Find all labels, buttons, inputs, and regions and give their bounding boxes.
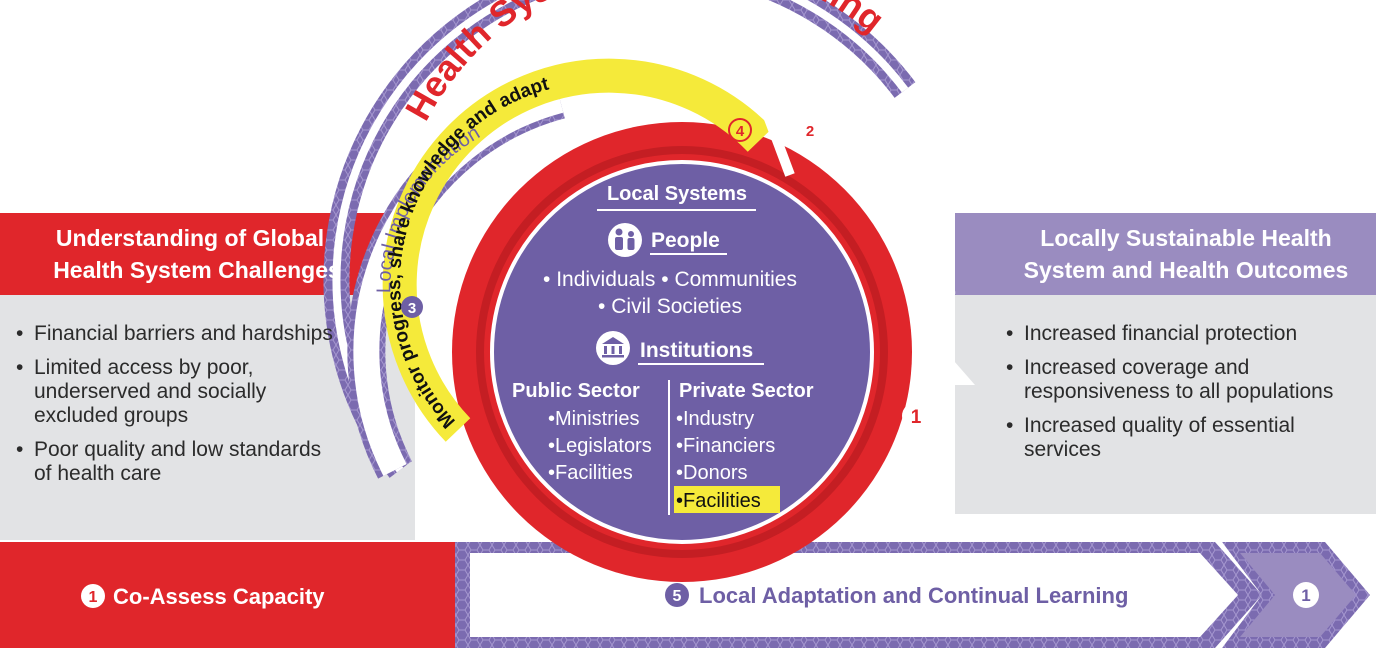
right-panel <box>955 213 1376 514</box>
svg-text:responsiveness to all populati: responsiveness to all populations <box>1024 380 1333 403</box>
people-heading: People <box>651 229 720 252</box>
bottom-band <box>0 542 1370 648</box>
svg-text:3: 3 <box>408 300 416 317</box>
left-bullets: • Financial barriers and hardships • Lim… <box>16 322 333 485</box>
private-item-industry: •Industry <box>676 408 754 430</box>
step3-badge: 3 <box>401 296 423 318</box>
right-panel-header <box>955 213 1376 295</box>
left-bullet-3: Poor quality and low standards <box>34 438 321 461</box>
adaptation-label: Local Adaptation and Continual Learning <box>699 583 1128 608</box>
svg-text:•: • <box>16 322 23 345</box>
public-sector-heading: Public Sector <box>512 380 640 402</box>
svg-text:4: 4 <box>736 123 745 140</box>
svg-text:underserved and socially: underserved and socially <box>34 380 267 403</box>
svg-text:•: • <box>1006 356 1013 379</box>
right-bullet-2: Increased coverage and <box>1024 356 1249 379</box>
private-item-financiers: •Financiers <box>676 435 775 457</box>
local-systems-heading: Local Systems <box>607 183 747 205</box>
right-heading-line1: Locally Sustainable Health <box>1040 225 1331 251</box>
left-bullet-2: Limited access by poor, <box>34 356 253 379</box>
step1-bottom-badge: 1 <box>81 584 105 608</box>
svg-text:of health care: of health care <box>34 462 161 485</box>
right-heading-line2: System and Health Outcomes <box>1024 257 1349 283</box>
step2-badge: 2 <box>799 119 821 141</box>
private-sector-heading: Private Sector <box>679 380 814 402</box>
svg-text:2: 2 <box>806 123 814 140</box>
left-heading-line2: Health System Challenges <box>53 257 341 283</box>
public-item-ministries: •Ministries <box>548 408 639 430</box>
institution-icon <box>596 331 630 365</box>
svg-text:5: 5 <box>673 588 682 605</box>
loop-badge: 1 <box>1293 582 1319 608</box>
right-bullet-1: Increased financial protection <box>1024 322 1297 345</box>
svg-text:services: services <box>1024 438 1101 461</box>
institutions-heading: Institutions <box>640 339 753 362</box>
outer-hex-ring <box>323 0 916 478</box>
svg-text:1: 1 <box>89 589 98 606</box>
local-systems-circle <box>490 160 874 544</box>
step1-ring-badge: 1 <box>902 402 930 430</box>
svg-text:•: • <box>1006 414 1013 437</box>
svg-text:1: 1 <box>1301 586 1310 605</box>
right-panel-body <box>955 292 1376 514</box>
right-bullet-3: Increased quality of essential <box>1024 414 1295 437</box>
co-assess-band <box>0 542 520 648</box>
svg-text:•: • <box>1006 322 1013 345</box>
facilities-highlight <box>674 486 780 513</box>
left-heading-line1: Understanding of Global <box>56 225 324 251</box>
private-item-donors: •Donors <box>676 462 747 484</box>
step5-badge: 5 <box>665 583 689 607</box>
monitor-band <box>382 58 773 442</box>
public-item-facilities: •Facilities <box>548 462 633 484</box>
left-bullet-1: Financial barriers and hardships <box>34 322 333 345</box>
svg-text:•: • <box>16 438 23 461</box>
co-assess-label: Co-Assess Capacity <box>113 584 325 609</box>
public-item-legislators: •Legislators <box>548 435 652 457</box>
step4-badge: 4 <box>728 118 752 142</box>
people-line1: • Individuals • Communities <box>543 268 797 291</box>
people-line2: • Civil Societies <box>598 295 742 318</box>
svg-text:•: • <box>16 356 23 379</box>
svg-text:excluded groups: excluded groups <box>34 404 188 427</box>
right-bullets: • Increased financial protection • Incre… <box>1006 322 1333 461</box>
svg-text:1: 1 <box>911 407 922 428</box>
private-item-facilities: •Facilities <box>676 490 761 512</box>
people-icon <box>608 223 642 257</box>
